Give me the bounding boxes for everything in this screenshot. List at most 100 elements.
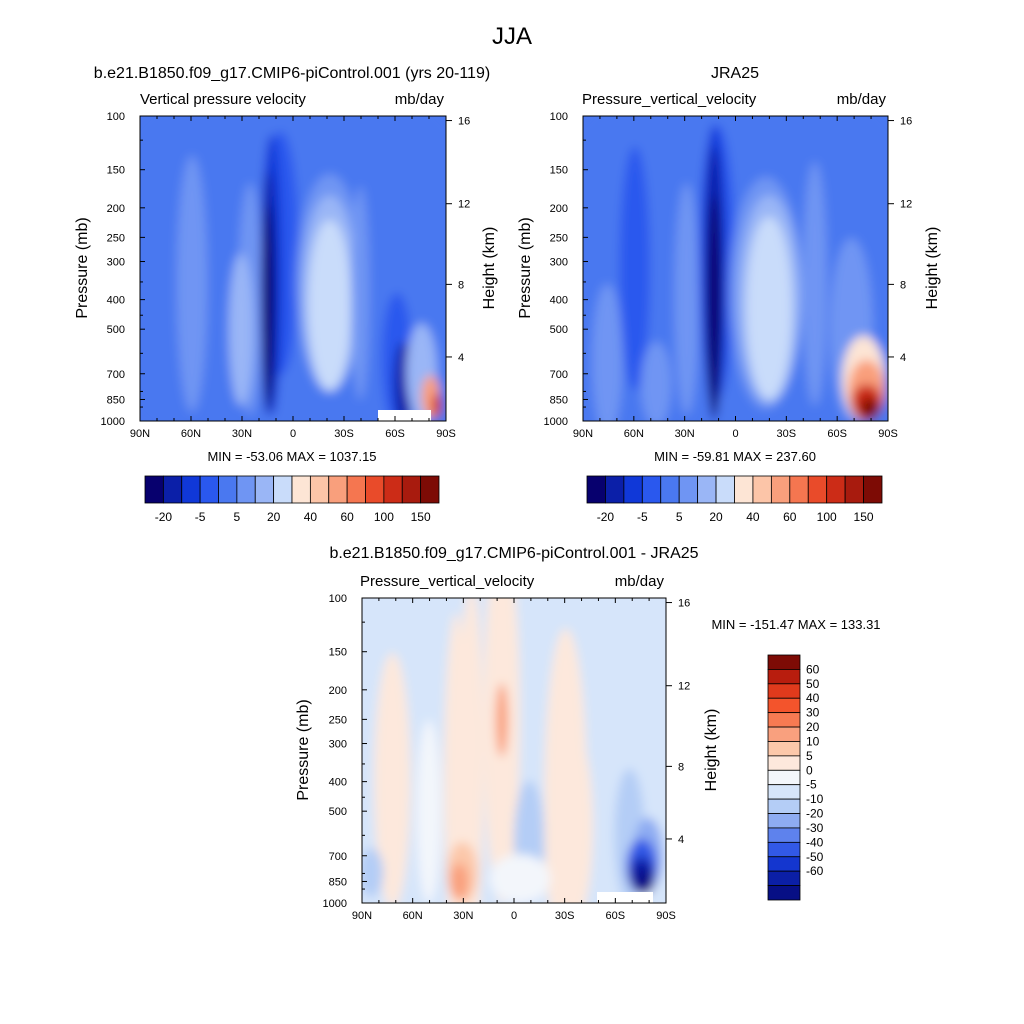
panel-model-units: mb/day: [395, 91, 445, 108]
colorbar-label: 50: [806, 677, 820, 691]
x-tick-label: 30S: [334, 428, 354, 440]
panel-model-axes: 100 150 200 250 300 400 500 700 850 1000 90N 60N 30N…: [101, 111, 471, 440]
colorbar-label: 5: [234, 510, 241, 524]
colorbar-label: 40: [806, 691, 820, 705]
x-tick-label: 90S: [878, 428, 898, 440]
y-tick-label: 100: [107, 111, 125, 123]
colorbar-label: -20: [806, 807, 824, 821]
y-tick-label: 400: [329, 777, 347, 789]
panel-diff: b.e21.B1850.f09_g17.CMIP6-piControl.001 …: [295, 545, 881, 922]
colorbar-swatch: [767, 669, 801, 685]
y-tick-label: 100: [329, 593, 347, 605]
colorbar-swatch: [328, 475, 348, 504]
panel-diff-field: [362, 598, 666, 903]
contour-region: [362, 848, 384, 897]
colorbar-swatch: [767, 885, 801, 901]
colorbar-swatch: [623, 475, 643, 504]
colorbar-label: 10: [806, 734, 820, 748]
colorbar-swatch: [752, 475, 772, 504]
colorbar-label: -50: [806, 850, 824, 864]
x-tick-label: 30N: [232, 428, 252, 440]
colorbar-label: 30: [806, 706, 820, 720]
colorbar-label: -60: [806, 864, 824, 878]
colorbar-swatch: [236, 475, 256, 504]
x-tick-label: 60N: [624, 428, 644, 440]
x-tick-label: 30N: [453, 910, 473, 922]
y2-tick-label: 16: [458, 116, 470, 128]
y-tick-label: 700: [107, 369, 125, 381]
panel-model-missing-region: [378, 410, 431, 421]
colorbar-label: -5: [806, 778, 817, 792]
y-tick-label: 200: [550, 203, 568, 215]
colorbar-swatch: [420, 475, 440, 504]
colorbar-swatch: [309, 475, 330, 504]
y-tick-label: 850: [107, 394, 125, 406]
y2-tick-label: 12: [900, 199, 912, 211]
y-tick-label: 150: [329, 647, 347, 659]
y-tick-label: 500: [329, 806, 347, 818]
contour-region: [351, 186, 370, 400]
x-tick-label: 30S: [777, 428, 797, 440]
y2-tick-label: 8: [678, 761, 684, 773]
contour-region: [860, 398, 879, 420]
panel-model-field: [140, 116, 446, 421]
colorbar-swatch: [697, 475, 717, 504]
contour-region: [459, 598, 484, 903]
colorbar-swatch: [767, 769, 801, 786]
colorbar-label: 60: [340, 510, 354, 524]
panel-diff-missing-region: [597, 892, 653, 903]
colorbar-swatch: [767, 841, 801, 858]
contour-region: [592, 283, 623, 421]
y-tick-label: 250: [107, 232, 125, 244]
figure-title: JJA: [492, 23, 532, 50]
colorbar-label: -30: [806, 821, 824, 835]
colorbar-label: -5: [637, 510, 648, 524]
colorbar-swatch: [767, 697, 801, 714]
y-tick-label: 500: [550, 324, 568, 336]
panel-obs: JRA25 Pressure_vertical_velocity mb/day …: [517, 65, 941, 524]
colorbar-label: 20: [709, 510, 723, 524]
contour-region: [640, 341, 672, 421]
x-tick-label: 60S: [606, 910, 626, 922]
colorbar-swatch: [365, 475, 385, 504]
panel-model-title: b.e21.B1850.f09_g17.CMIP6-piControl.001 …: [94, 65, 490, 82]
panel-obs-units: mb/day: [837, 91, 887, 108]
panel-model-ylabel: Pressure (mb): [74, 217, 91, 318]
colorbar-swatch: [605, 475, 625, 504]
contour-region: [619, 146, 651, 391]
y-tick-label: 500: [107, 324, 125, 336]
y-tick-label: 1000: [544, 416, 568, 428]
panel-obs-title: JRA25: [711, 65, 759, 82]
contour-region: [176, 155, 208, 412]
y-tick-label: 1000: [101, 416, 125, 428]
x-tick-label: 90S: [436, 428, 456, 440]
y-tick-label: 150: [107, 165, 125, 177]
contour-region: [635, 869, 654, 894]
x-tick-label: 30S: [555, 910, 575, 922]
x-tick-label: 0: [732, 428, 738, 440]
colorbar-label: -20: [155, 510, 173, 524]
contour-region: [544, 720, 594, 903]
colorbar-label: 150: [854, 510, 874, 524]
colorbar-label: 150: [411, 510, 431, 524]
colorbar-swatch: [767, 798, 801, 814]
y2-tick-label: 8: [458, 279, 464, 291]
contour-region: [489, 854, 551, 903]
y2-tick-label: 8: [900, 279, 906, 291]
colorbar-swatch: [162, 475, 183, 504]
y-tick-label: 300: [329, 739, 347, 751]
contour-region: [432, 393, 442, 418]
panel-diff-minmax: MIN = -151.47 MAX = 133.31: [711, 617, 880, 632]
colorbar-swatch: [844, 475, 864, 504]
panel-obs-colorbar: -20 -5 5 20 40 60 100 150: [586, 475, 883, 524]
colorbar-swatch: [181, 475, 201, 504]
colorbar-label: 5: [676, 510, 683, 524]
colorbar-swatch: [660, 475, 680, 504]
y2-tick-label: 16: [900, 116, 912, 128]
colorbar-swatch: [734, 475, 754, 504]
x-tick-label: 90N: [130, 428, 150, 440]
colorbar-label: 100: [817, 510, 837, 524]
panel-diff-ylabel: Pressure (mb): [295, 699, 312, 800]
colorbar-label: 5: [806, 749, 813, 763]
